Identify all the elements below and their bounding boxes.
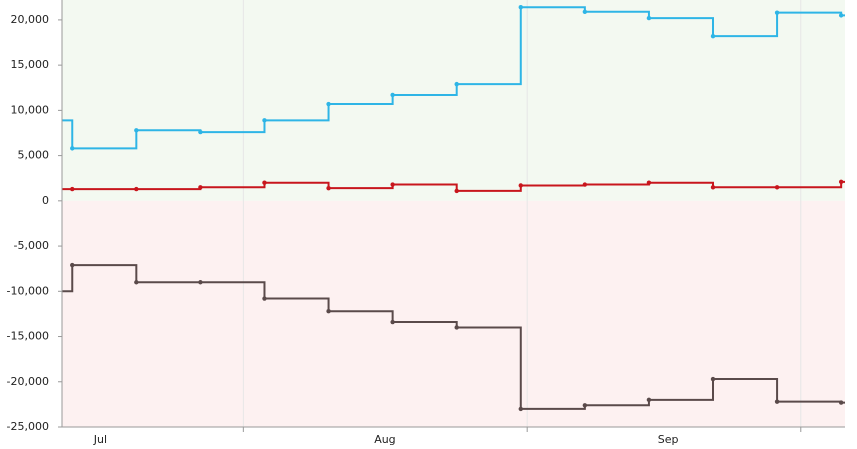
background [62,0,845,427]
data-point [582,182,588,187]
y-tick-label: 10,000 [11,103,50,116]
data-point [390,92,395,98]
data-point [6,118,10,122]
data-point [326,185,331,191]
data-point [518,406,523,412]
data-point [582,403,588,408]
data-point [774,185,780,190]
data-point [454,325,459,330]
data-point [70,146,75,151]
data-point [710,376,716,382]
negative-region [62,200,845,427]
data-point [198,185,203,190]
data-point [646,15,652,21]
data-point [838,179,844,185]
data-point [326,101,331,107]
axes: 20,000 15,000 10,000 5,000 0 -5,000 -10,000 -15… [7,0,845,446]
data-point [710,185,716,190]
data-point [838,400,844,405]
data-point [710,33,716,39]
data-point [582,9,588,14]
positive-region [62,0,845,201]
data-point [134,128,139,133]
data-point [390,319,395,325]
data-point [518,183,523,188]
data-point [774,10,780,15]
data-point [134,280,139,285]
data-point [454,188,459,194]
series-line [62,6,845,150]
data-point [198,280,203,285]
plot-area [6,5,845,412]
data-point [774,399,780,404]
data-point [198,129,203,135]
y-tick-label: 20,000 [11,13,50,26]
data-point [134,186,139,192]
y-tick-label: -15,000 [7,330,49,343]
data-point [646,397,652,403]
data-point [518,5,523,10]
data-point [326,309,331,314]
y-tick-label: -20,000 [7,375,49,388]
data-point [6,187,10,191]
x-tick-label: Sep [658,433,679,446]
data-point [70,262,75,268]
y-tick-label: -10,000 [7,284,49,297]
x-tick-label: Aug [374,433,395,446]
data-point [262,118,267,123]
data-point [262,180,267,185]
data-point [390,182,395,187]
y-tick-label: 15,000 [11,58,50,71]
y-tick-label: -25,000 [7,420,49,433]
data-point [262,296,267,301]
data-point [70,186,75,192]
grid [242,0,802,427]
y-tick-label: 5,000 [18,149,50,162]
y-tick-label: -5,000 [14,239,49,252]
data-point [454,81,459,87]
x-tick-label: Jul [93,433,107,446]
y-tick-label: 0 [42,194,49,207]
data-point [838,13,844,18]
data-point [646,180,652,185]
